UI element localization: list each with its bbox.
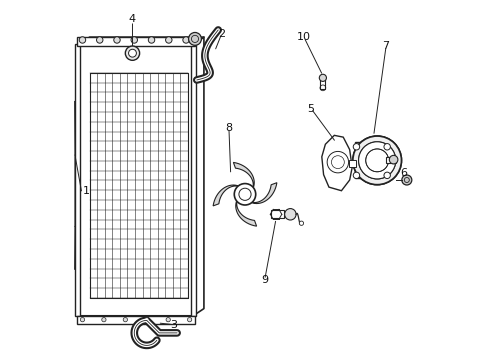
Circle shape bbox=[166, 318, 171, 322]
Circle shape bbox=[123, 318, 127, 322]
Polygon shape bbox=[236, 198, 257, 226]
Circle shape bbox=[125, 46, 140, 60]
Polygon shape bbox=[233, 162, 254, 190]
Bar bbox=[192, 44, 196, 316]
Circle shape bbox=[188, 318, 192, 322]
Circle shape bbox=[189, 32, 201, 45]
Circle shape bbox=[79, 37, 86, 43]
Text: 10: 10 bbox=[297, 32, 311, 42]
Circle shape bbox=[148, 37, 155, 43]
Circle shape bbox=[97, 37, 103, 43]
Circle shape bbox=[234, 184, 256, 205]
Bar bbox=[74, 44, 79, 316]
Polygon shape bbox=[213, 185, 241, 206]
Text: 4: 4 bbox=[129, 14, 136, 24]
Circle shape bbox=[114, 37, 120, 43]
Text: 7: 7 bbox=[383, 41, 390, 51]
Text: 2: 2 bbox=[218, 28, 225, 39]
Text: 9: 9 bbox=[261, 275, 268, 285]
Circle shape bbox=[402, 175, 412, 185]
Circle shape bbox=[359, 142, 396, 179]
Text: 8: 8 bbox=[225, 123, 232, 133]
Circle shape bbox=[299, 221, 304, 225]
Circle shape bbox=[285, 208, 296, 220]
Circle shape bbox=[80, 318, 85, 322]
Bar bbox=[348, 160, 356, 167]
Circle shape bbox=[359, 142, 396, 179]
Circle shape bbox=[128, 49, 136, 57]
Polygon shape bbox=[322, 135, 352, 191]
Bar bbox=[386, 157, 396, 163]
Circle shape bbox=[384, 144, 391, 150]
Circle shape bbox=[319, 74, 326, 81]
Polygon shape bbox=[249, 183, 277, 203]
Bar bbox=[320, 79, 325, 89]
Circle shape bbox=[145, 318, 149, 322]
Text: 6: 6 bbox=[400, 168, 408, 178]
Circle shape bbox=[102, 318, 106, 322]
Circle shape bbox=[384, 172, 391, 179]
Bar bbox=[77, 316, 195, 324]
Circle shape bbox=[131, 37, 138, 43]
Bar bbox=[77, 37, 195, 46]
Circle shape bbox=[353, 172, 360, 179]
Bar bbox=[270, 210, 284, 218]
Circle shape bbox=[353, 144, 360, 150]
Circle shape bbox=[353, 136, 401, 185]
Text: 1: 1 bbox=[82, 186, 90, 196]
Circle shape bbox=[166, 37, 172, 43]
Text: 5: 5 bbox=[308, 104, 315, 113]
Text: 3: 3 bbox=[170, 320, 177, 330]
Circle shape bbox=[183, 37, 189, 43]
Circle shape bbox=[353, 136, 401, 185]
Bar bbox=[355, 143, 387, 178]
Circle shape bbox=[390, 156, 398, 164]
